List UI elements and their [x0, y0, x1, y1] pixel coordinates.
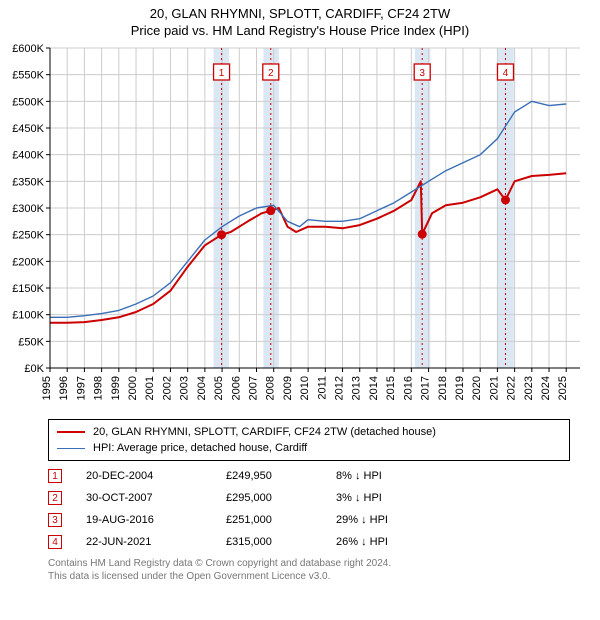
- sale-date: 20-DEC-2004: [86, 470, 226, 482]
- legend-label: 20, GLAN RHYMNI, SPLOTT, CARDIFF, CF24 2…: [93, 426, 436, 438]
- svg-text:2009: 2009: [282, 376, 294, 400]
- svg-text:2008: 2008: [265, 376, 277, 400]
- svg-text:2025: 2025: [557, 376, 569, 400]
- svg-text:2016: 2016: [402, 376, 414, 400]
- svg-text:2018: 2018: [437, 376, 449, 400]
- sale-marker: 3: [48, 513, 62, 527]
- svg-text:2015: 2015: [385, 376, 397, 400]
- sale-price: £295,000: [226, 492, 336, 504]
- svg-text:4: 4: [503, 68, 509, 79]
- svg-text:£550K: £550K: [12, 70, 44, 82]
- svg-text:2005: 2005: [213, 376, 225, 400]
- legend-swatch: [57, 448, 85, 449]
- svg-text:3: 3: [419, 68, 425, 79]
- sale-price: £315,000: [226, 536, 336, 548]
- footer-line-1: Contains HM Land Registry data © Crown c…: [48, 557, 570, 570]
- sale-marker: 2: [48, 491, 62, 505]
- svg-text:2006: 2006: [230, 376, 242, 400]
- title-line-2: Price paid vs. HM Land Registry's House …: [0, 23, 600, 38]
- svg-text:£200K: £200K: [12, 256, 44, 268]
- svg-text:2014: 2014: [368, 376, 380, 400]
- svg-text:2013: 2013: [351, 376, 363, 400]
- sale-marker: 4: [48, 535, 62, 549]
- svg-text:£250K: £250K: [12, 230, 44, 242]
- sale-row: 1 20-DEC-2004£249,9508% ↓ HPI: [48, 465, 570, 487]
- sale-diff: 29% ↓ HPI: [336, 514, 456, 526]
- sale-price: £251,000: [226, 514, 336, 526]
- sale-diff: 8% ↓ HPI: [336, 470, 456, 482]
- svg-text:1: 1: [219, 68, 225, 79]
- svg-text:£0K: £0K: [24, 363, 44, 375]
- sale-price: £249,950: [226, 470, 336, 482]
- svg-text:2011: 2011: [316, 376, 328, 400]
- line-chart: £0K £50K £100K £150K £200K £250K £300K £350K £40…: [0, 38, 600, 413]
- legend: 20, GLAN RHYMNI, SPLOTT, CARDIFF, CF24 2…: [48, 419, 570, 461]
- svg-text:1997: 1997: [75, 376, 87, 400]
- svg-text:2021: 2021: [488, 376, 500, 400]
- svg-text:1999: 1999: [110, 376, 122, 400]
- chart-area: £0K £50K £100K £150K £200K £250K £300K £350K £40…: [0, 38, 600, 413]
- svg-text:£450K: £450K: [12, 123, 44, 135]
- svg-text:2010: 2010: [299, 376, 311, 400]
- svg-text:2007: 2007: [247, 376, 259, 400]
- svg-text:£350K: £350K: [12, 176, 44, 188]
- page: 20, GLAN RHYMNI, SPLOTT, CARDIFF, CF24 2…: [0, 0, 600, 583]
- legend-item: 20, GLAN RHYMNI, SPLOTT, CARDIFF, CF24 2…: [57, 424, 561, 440]
- svg-text:£600K: £600K: [12, 43, 44, 55]
- svg-text:2003: 2003: [179, 376, 191, 400]
- legend-label: HPI: Average price, detached house, Card…: [93, 442, 307, 454]
- svg-text:2002: 2002: [161, 376, 173, 400]
- svg-text:1995: 1995: [41, 376, 53, 400]
- svg-text:2012: 2012: [334, 376, 346, 400]
- svg-text:2001: 2001: [144, 376, 156, 400]
- legend-swatch: [57, 431, 85, 433]
- sale-marker: 1: [48, 469, 62, 483]
- footer-line-2: This data is licensed under the Open Gov…: [48, 570, 570, 583]
- sale-date: 22-JUN-2021: [86, 536, 226, 548]
- legend-item: HPI: Average price, detached house, Card…: [57, 440, 561, 456]
- svg-text:1996: 1996: [58, 376, 70, 400]
- title-line-1: 20, GLAN RHYMNI, SPLOTT, CARDIFF, CF24 2…: [0, 6, 600, 21]
- svg-text:£500K: £500K: [12, 96, 44, 108]
- sale-date: 30-OCT-2007: [86, 492, 226, 504]
- sale-diff: 26% ↓ HPI: [336, 536, 456, 548]
- svg-text:2019: 2019: [454, 376, 466, 400]
- svg-text:£300K: £300K: [12, 203, 44, 215]
- svg-text:£400K: £400K: [12, 150, 44, 162]
- footer-attribution: Contains HM Land Registry data © Crown c…: [48, 557, 570, 583]
- chart-titles: 20, GLAN RHYMNI, SPLOTT, CARDIFF, CF24 2…: [0, 0, 600, 38]
- svg-text:£150K: £150K: [12, 283, 44, 295]
- svg-text:2004: 2004: [196, 376, 208, 400]
- sale-diff: 3% ↓ HPI: [336, 492, 456, 504]
- svg-text:£50K: £50K: [18, 336, 44, 348]
- svg-text:2023: 2023: [523, 376, 535, 400]
- sale-row: 4 22-JUN-2021£315,00026% ↓ HPI: [48, 531, 570, 553]
- svg-text:1998: 1998: [93, 376, 105, 400]
- sales-table: 1 20-DEC-2004£249,9508% ↓ HPI 2 30-OCT-2007…: [48, 465, 570, 553]
- svg-text:2022: 2022: [506, 376, 518, 400]
- sale-date: 19-AUG-2016: [86, 514, 226, 526]
- sale-row: 3 19-AUG-2016£251,00029% ↓ HPI: [48, 509, 570, 531]
- svg-text:2: 2: [268, 68, 274, 79]
- svg-text:£100K: £100K: [12, 310, 44, 322]
- svg-text:2020: 2020: [471, 376, 483, 400]
- svg-text:2017: 2017: [420, 376, 432, 400]
- sale-row: 2 30-OCT-2007£295,0003% ↓ HPI: [48, 487, 570, 509]
- svg-text:2024: 2024: [540, 376, 552, 400]
- svg-text:2000: 2000: [127, 376, 139, 400]
